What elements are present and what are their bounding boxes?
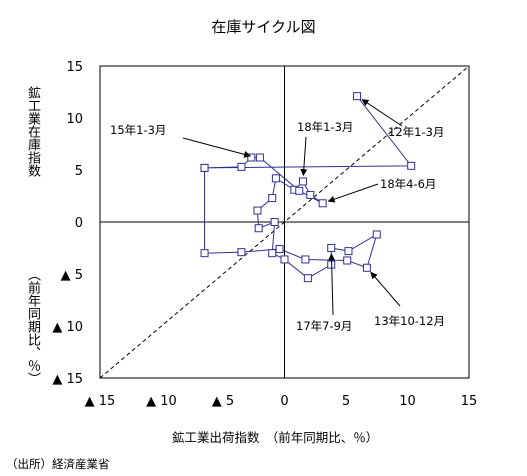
data-point xyxy=(343,256,352,265)
data-point xyxy=(254,224,263,233)
annotation-label: 13年10-12月 xyxy=(374,314,446,328)
annotation-arrow xyxy=(328,253,336,316)
x-axis-label: 鉱工業出荷指数 （前年同期比、％） xyxy=(172,430,379,445)
data-point xyxy=(270,218,279,226)
y-tick-label: ▲ 15 xyxy=(52,372,83,387)
annotation-label: 15年1-3月 xyxy=(110,123,167,137)
data-point xyxy=(318,199,327,208)
data-point xyxy=(407,161,416,170)
annotation-arrow xyxy=(327,183,379,203)
data-point xyxy=(268,249,277,258)
y-tick-label: 5 xyxy=(75,164,83,179)
annotation-label: 17年7-9月 xyxy=(296,319,353,333)
data-point xyxy=(271,174,280,183)
x-tick-label: ▲ 15 xyxy=(85,394,116,409)
data-point xyxy=(344,247,353,256)
annotation-label: 18年1-3月 xyxy=(297,120,354,134)
x-tick-label: 15 xyxy=(461,394,478,409)
data-point xyxy=(253,206,262,215)
x-tick-label: 10 xyxy=(399,394,416,409)
data-point xyxy=(303,274,312,283)
annotation-label: 12年1-3月 xyxy=(388,125,445,139)
data-point xyxy=(306,190,315,199)
y-axis-unit-label: （前年同期比、％） xyxy=(25,268,40,385)
data-point xyxy=(237,248,246,257)
data-point xyxy=(298,177,307,186)
y-tick-label: 0 xyxy=(75,216,83,231)
annotation-label: 18年4-6月 xyxy=(380,177,437,191)
data-point xyxy=(327,244,336,252)
x-tick-label: 0 xyxy=(280,394,288,409)
y-axis-label: 鉱工業在庫指数 xyxy=(25,86,40,177)
diagonal-reference-line xyxy=(99,65,470,379)
data-point xyxy=(200,163,209,172)
data-point xyxy=(275,245,284,254)
chart-title: 在庫サイクル図 xyxy=(211,18,316,36)
y-tick-label: ▲ 5 xyxy=(61,268,83,283)
data-point xyxy=(362,263,371,272)
data-point xyxy=(255,153,264,162)
data-point xyxy=(280,255,289,264)
annotation-arrow xyxy=(300,136,308,177)
data-point xyxy=(301,255,310,264)
source-note: （出所）経済産業省 xyxy=(6,457,110,471)
annotation-arrow xyxy=(370,271,401,307)
x-tick-label: 5 xyxy=(342,394,350,409)
data-point xyxy=(295,186,304,195)
x-tick-label: ▲ 5 xyxy=(212,394,234,409)
data-point xyxy=(372,230,381,239)
data-point xyxy=(200,249,209,258)
annotation-arrow xyxy=(182,137,252,158)
data-point xyxy=(268,194,277,203)
data-point xyxy=(353,92,362,101)
annotation-arrow xyxy=(361,99,403,127)
x-tick-label: ▲ 10 xyxy=(146,394,177,409)
y-tick-label: 15 xyxy=(66,60,83,75)
y-tick-label: 10 xyxy=(66,112,83,127)
y-tick-label: ▲ 10 xyxy=(52,320,83,335)
data-point xyxy=(237,162,246,171)
